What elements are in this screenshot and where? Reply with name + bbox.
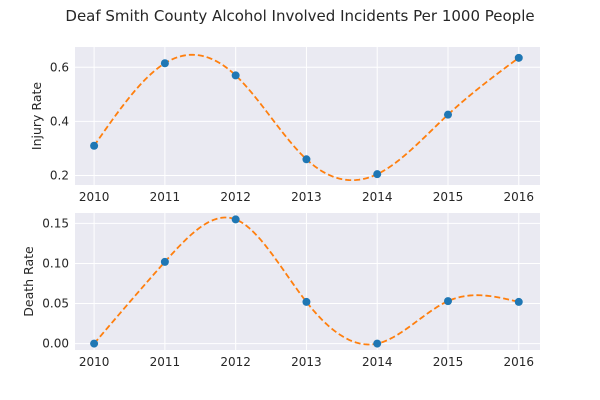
x-tick-label: 2016: [503, 190, 534, 204]
data-point: [302, 297, 311, 306]
data-point: [90, 141, 99, 150]
subplot-injury-rate: 2010 2011 2012 2013 2014 2015 2016 0.2 0.4 0.6 Inj…: [29, 47, 540, 204]
y-axis-label: Death Rate: [21, 246, 36, 317]
chart-title: Deaf Smith County Alcohol Involved Incid…: [65, 7, 534, 25]
x-tick-label: 2012: [220, 190, 251, 204]
data-point: [514, 297, 523, 306]
data-point: [373, 339, 382, 348]
data-point: [443, 297, 452, 306]
subplot-death-rate: 2010 2011 2012 2013 2014 2015 2016 0.00 0.05 0.10…: [21, 213, 540, 369]
y-tick-label: 0.10: [42, 256, 69, 270]
y-tick-label: 0.6: [50, 60, 69, 74]
data-point: [160, 59, 169, 68]
y-tick-label: 0.00: [42, 337, 69, 351]
data-point: [90, 339, 99, 348]
y-tick-label: 0.2: [50, 169, 69, 183]
x-tick-label: 2016: [503, 355, 534, 369]
data-point: [231, 215, 240, 224]
x-tick-label: 2015: [433, 190, 464, 204]
y-tick-label: 0.4: [50, 114, 69, 128]
x-tick-label: 2012: [220, 355, 251, 369]
data-point: [231, 71, 240, 80]
y-tick-label: 0.05: [42, 297, 69, 311]
data-point: [373, 170, 382, 179]
data-point: [443, 110, 452, 119]
x-tick-label: 2013: [291, 190, 322, 204]
x-tick-label: 2011: [150, 355, 181, 369]
data-point: [514, 53, 523, 62]
x-tick-label: 2015: [433, 355, 464, 369]
x-tick-label: 2010: [79, 355, 110, 369]
x-tick-label: 2011: [150, 190, 181, 204]
x-tick-label: 2013: [291, 355, 322, 369]
y-tick-label: 0.15: [42, 216, 69, 230]
x-tick-label: 2014: [362, 355, 393, 369]
x-tick-label: 2010: [79, 190, 110, 204]
y-axis-label: Injury Rate: [29, 82, 44, 150]
data-point: [302, 155, 311, 164]
plot-area: [75, 213, 540, 350]
data-point: [160, 257, 169, 266]
x-tick-label: 2014: [362, 190, 393, 204]
